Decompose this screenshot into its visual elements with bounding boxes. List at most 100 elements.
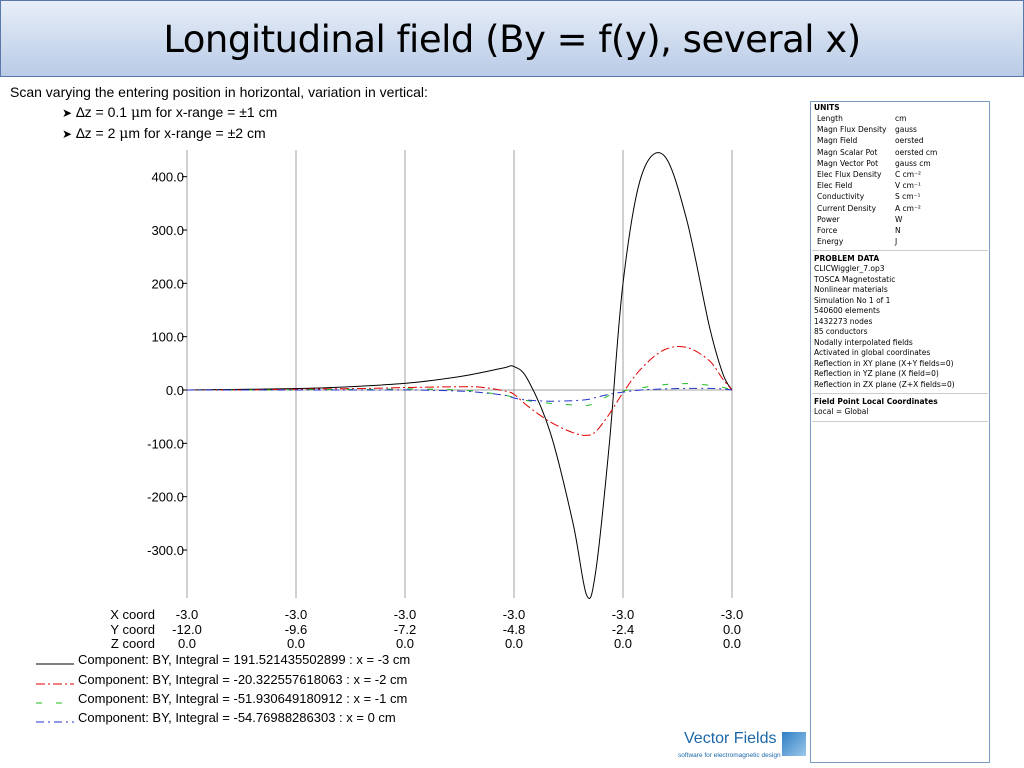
unit-quantity: Magn Vector Pot (817, 158, 879, 168)
units-row: Magn Vector Pot gauss cm (811, 158, 989, 169)
x-tick-label: 0.0 (723, 622, 741, 637)
info-panel: UNITS Length cm Magn Flux Density gauss Magn… (810, 101, 990, 763)
x-row-label: Z coord (111, 636, 155, 651)
units-row: Length cm (811, 113, 989, 124)
unit-quantity: Force (817, 226, 838, 236)
unit-value: A cm⁻² (895, 203, 921, 213)
y-tick-label: -300.0 (147, 543, 184, 558)
y-tick-label: -200.0 (147, 490, 184, 505)
y-tick-label: 200.0 (151, 276, 184, 291)
arrow-bullet-icon: ➤ (62, 127, 73, 141)
x-tick-label: 0.0 (287, 636, 305, 651)
series-line-0 (186, 152, 733, 600)
unit-value: gauss cm (895, 158, 931, 168)
units-row: Current Density A cm⁻² (811, 203, 989, 214)
unit-value: J (895, 237, 898, 247)
problem-data-line: Simulation No 1 of 1 (814, 295, 891, 305)
legend-swatch (36, 702, 74, 704)
legend-swatch (36, 683, 74, 685)
unit-quantity: Elec Flux Density (817, 170, 882, 180)
units-row: Magn Field oersted (811, 135, 989, 146)
unit-value: W (895, 214, 903, 224)
units-row: Power W (811, 214, 989, 225)
unit-quantity: Magn Flux Density (817, 125, 887, 135)
x-row-label: Y coord (110, 622, 155, 637)
legend-item: Component: BY, Integral = -51.9306491809… (36, 691, 407, 706)
problem-data-line: 1432273 nodes (814, 316, 873, 326)
x-tick-label: -3.0 (394, 607, 416, 622)
legend-swatch (36, 721, 74, 723)
field-point-title: Field Point Local Coordinates (814, 397, 938, 407)
problem-data-line: Reflection in YZ plane (X field=0) (814, 369, 939, 379)
problem-data-line: Nodally interpolated fields (814, 337, 913, 347)
unit-quantity: Power (817, 214, 840, 224)
x-tick-label: 0.0 (505, 636, 523, 651)
divider (812, 250, 988, 252)
problem-data-line: Reflection in XY plane (X+Y fields=0) (814, 358, 954, 368)
unit-value: V cm⁻¹ (895, 181, 921, 191)
unit-quantity: Length (817, 114, 843, 123)
unit-value: N (895, 226, 901, 236)
problem-data-line: 85 conductors (814, 327, 868, 337)
unit-value: oersted (895, 136, 924, 146)
x-tick-label: -2.4 (612, 622, 634, 637)
unit-quantity: Magn Scalar Pot (817, 147, 878, 157)
problem-data-line: CLICWiggler_7.op3 (814, 264, 885, 274)
scan-description: Scan varying the entering position in ho… (10, 84, 428, 100)
legend-label: Component: BY, Integral = -54.7698828630… (78, 710, 396, 725)
problem-data-line: 540600 elements (814, 306, 880, 316)
series-line-3 (187, 387, 733, 402)
legend-item: Component: BY, Integral = -20.3225576180… (36, 672, 407, 687)
units-row: Magn Scalar Pot oersted cm (811, 147, 989, 158)
divider (812, 420, 988, 422)
unit-quantity: Elec Field (817, 181, 853, 191)
slide-title: Longitudinal field (By = f(y), several x… (163, 18, 861, 61)
legend-item: Component: BY, Integral = -54.7698828630… (36, 710, 396, 725)
x-row-label: X coord (110, 607, 155, 622)
x-tick-label: -3.0 (721, 607, 743, 622)
problem-data-line: Activated in global coordinates (814, 348, 931, 358)
bullet-1: ➤ ∆z = 0.1 μm for x-range = ±1 cm (62, 104, 278, 121)
units-table: Length cm Magn Flux Density gauss Magn Field… (811, 113, 989, 247)
units-row: Energy J (811, 236, 989, 247)
x-tick-label: -7.2 (394, 622, 416, 637)
problem-data-line: Nonlinear materials (814, 285, 888, 295)
logo-name: Vector Fields (684, 730, 777, 747)
problem-data-title: PROBLEM DATA (814, 254, 880, 264)
y-tick-label: -100.0 (147, 436, 184, 451)
x-tick-label: -3.0 (176, 607, 198, 622)
legend-label: Component: BY, Integral = -20.3225576180… (78, 672, 408, 687)
field-point-line: Local = Global (814, 407, 869, 417)
unit-value: S cm⁻¹ (895, 192, 921, 202)
x-tick-label: -3.0 (285, 607, 307, 622)
units-row: Conductivity S cm⁻¹ (811, 191, 989, 202)
bullet-2: ➤ ∆z = 2 μm for x-range = ±2 cm (62, 125, 266, 142)
legend-item: Component: BY, Integral = 191.5214355028… (36, 652, 410, 667)
divider (812, 393, 988, 395)
unit-quantity: Conductivity (817, 192, 865, 202)
y-tick-label: 0.0 (166, 383, 184, 398)
y-tick-label: 100.0 (151, 330, 184, 345)
problem-data-line: TOSCA Magnetostatic (814, 274, 896, 284)
y-tick-label: 400.0 (151, 170, 184, 185)
problem-data-line: Reflection in ZX plane (Z+X fields=0) (814, 379, 955, 389)
unit-quantity: Current Density (817, 203, 877, 213)
units-row: Force N (811, 225, 989, 236)
y-tick-label: 300.0 (151, 223, 184, 238)
x-tick-label: -12.0 (172, 622, 202, 637)
logo-tagline: software for electromagnetic design (678, 752, 781, 759)
arrow-bullet-icon: ➤ (62, 106, 73, 120)
units-title: UNITS (814, 103, 840, 112)
x-tick-label: 0.0 (178, 636, 196, 651)
problem-data-list: CLICWiggler_7.op3 TOSCA Magnetostatic Nonl… (811, 264, 989, 390)
unit-quantity: Energy (817, 237, 844, 247)
logo-mark-icon (782, 732, 806, 756)
legend-label: Component: BY, Integral = -51.9306491809… (78, 691, 408, 706)
units-row: Elec Field V cm⁻¹ (811, 180, 989, 191)
unit-value: cm (895, 114, 907, 123)
x-tick-label: -4.8 (503, 622, 525, 637)
x-tick-label: -3.0 (612, 607, 634, 622)
units-row: Magn Flux Density gauss (811, 124, 989, 135)
series-line-2 (187, 383, 733, 407)
